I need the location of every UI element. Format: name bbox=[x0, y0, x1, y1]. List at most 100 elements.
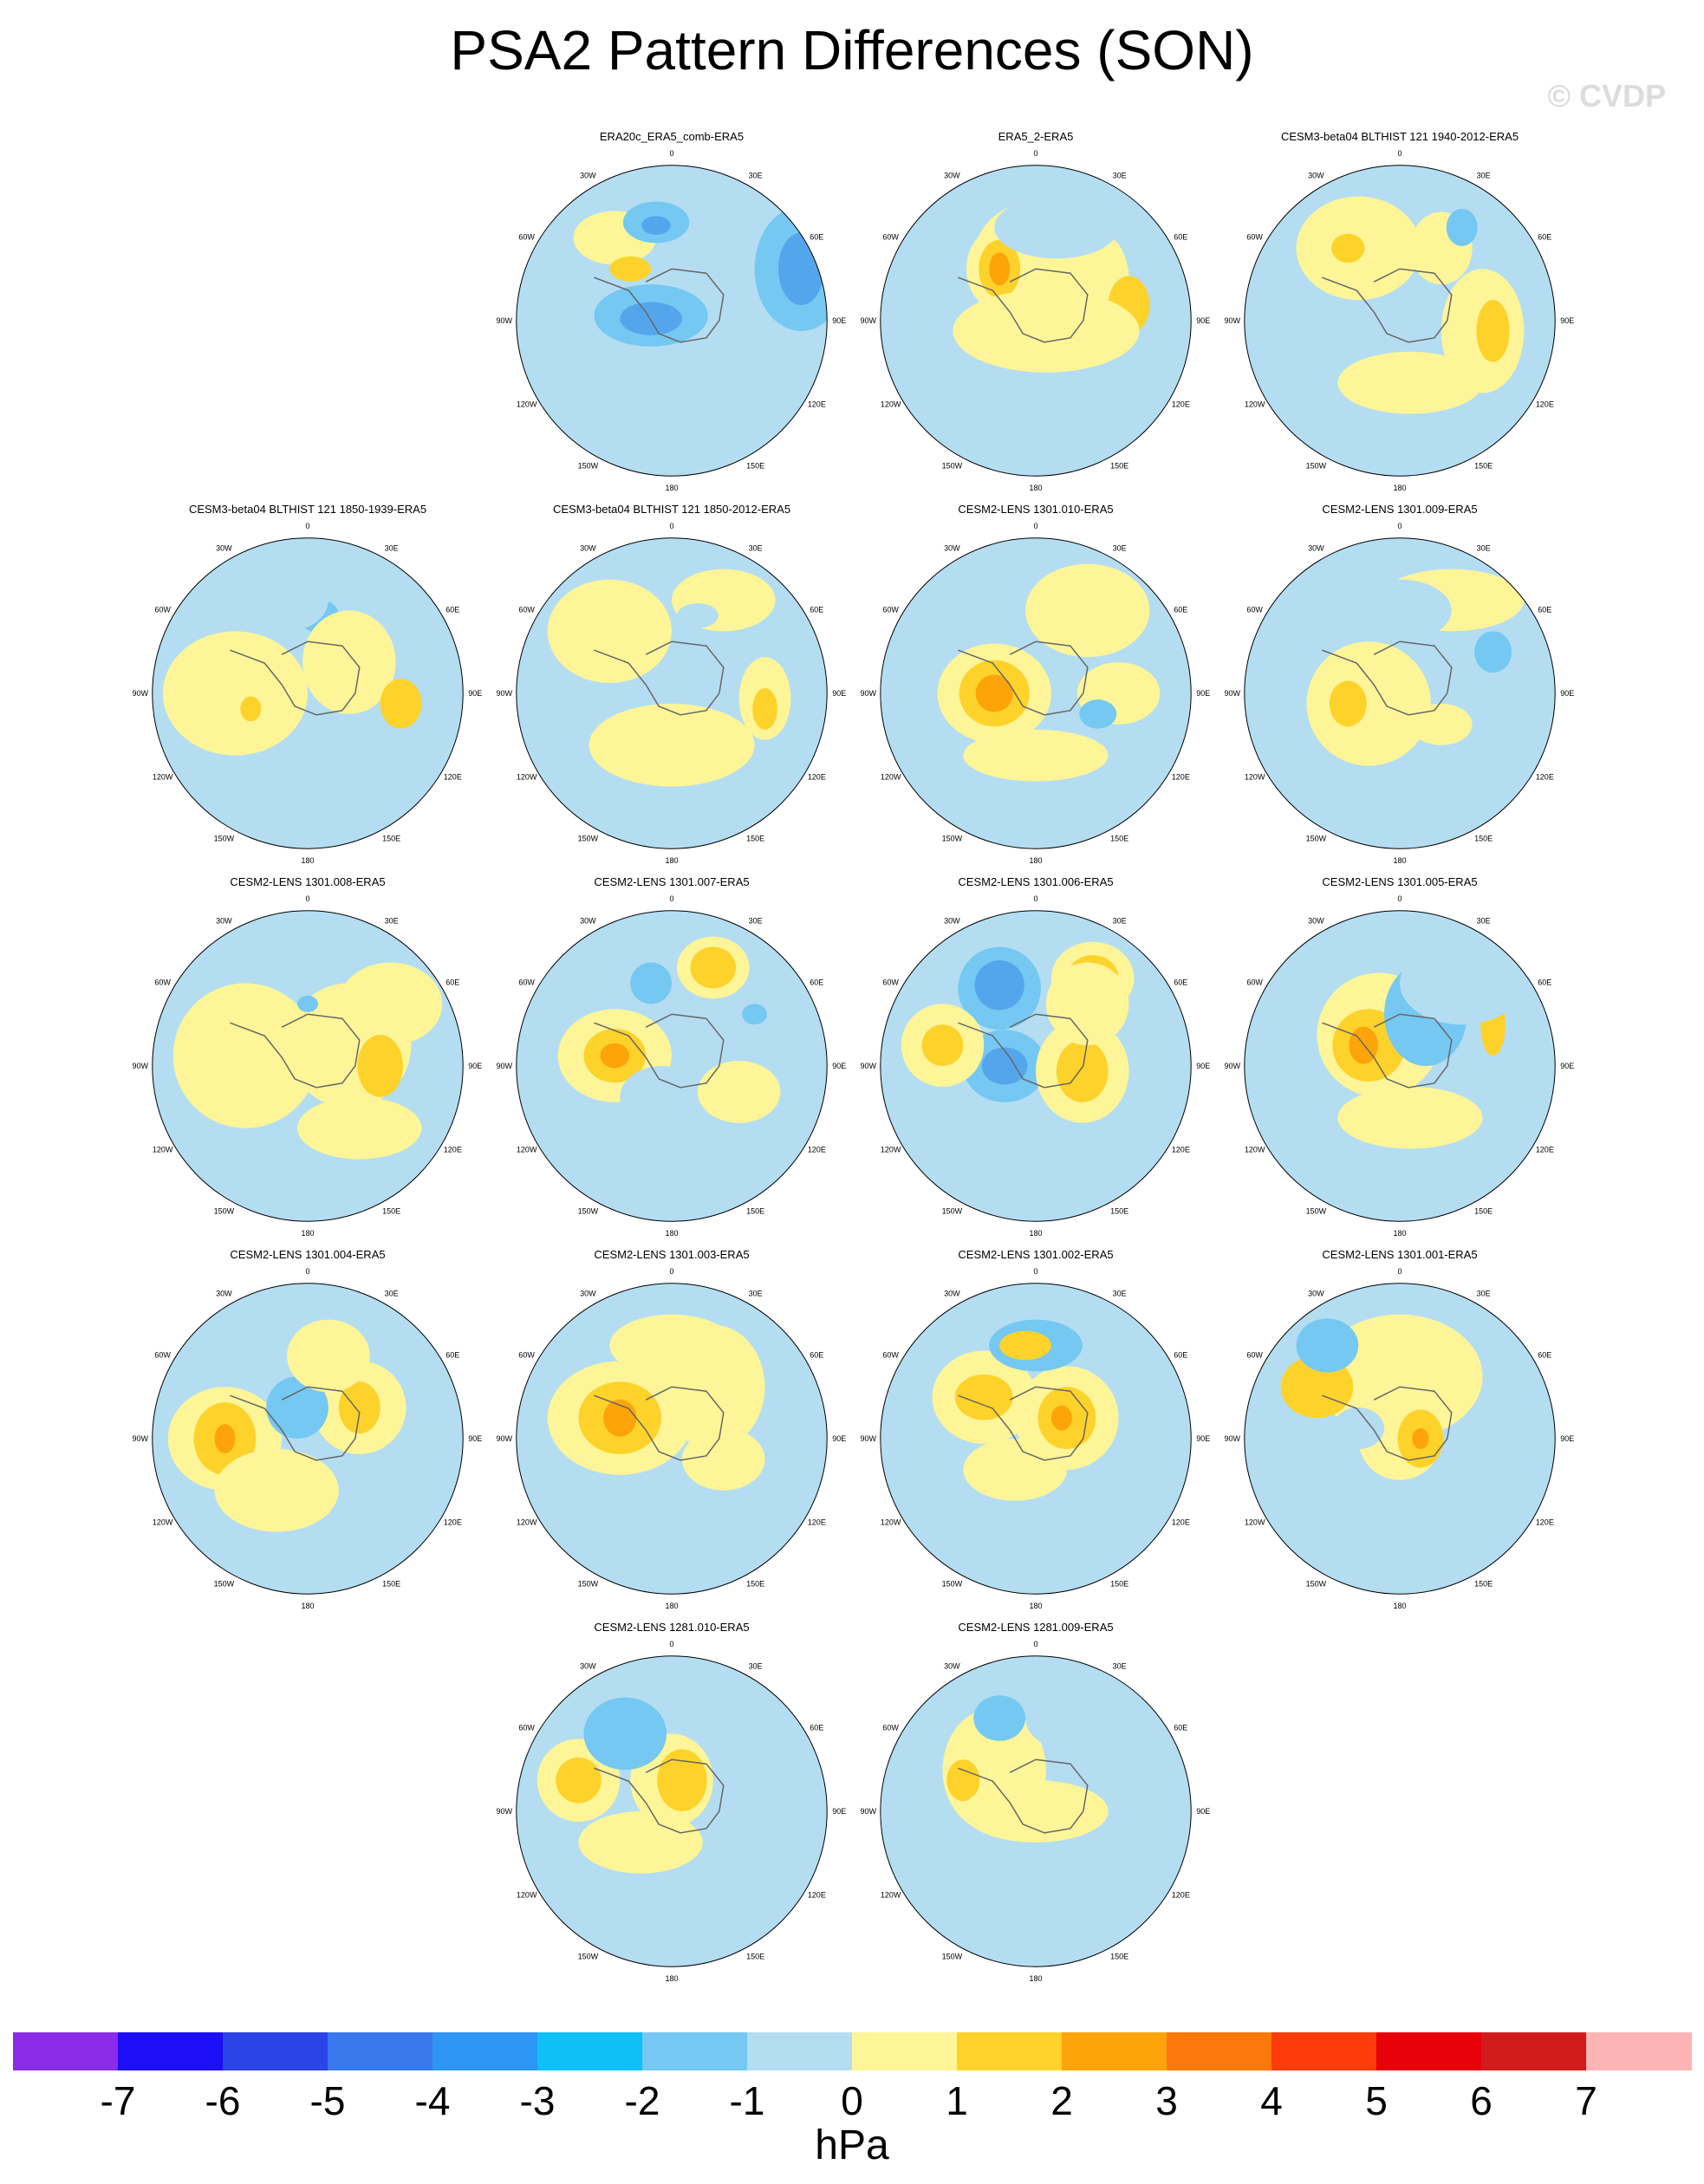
coastline bbox=[1322, 268, 1453, 343]
longitude-label: 60E bbox=[810, 1723, 823, 1732]
longitude-label: 90E bbox=[1560, 1434, 1574, 1443]
anomaly-contour bbox=[583, 1697, 667, 1771]
anomaly-contour bbox=[999, 1330, 1051, 1361]
polar-map: 0 30E 60E 90E 120E 150E 180 150W 120W 90W 60W 30W bbox=[861, 894, 1211, 1238]
longitude-label: 120W bbox=[517, 1146, 537, 1154]
longitude-label: 0 bbox=[669, 1267, 673, 1276]
longitude-label: 90E bbox=[1196, 1062, 1210, 1070]
anomaly-contour bbox=[1412, 1428, 1429, 1449]
polar-map: 0 30E 60E 90E 120E 150E 180 150W 120W 90W 60W 30W bbox=[497, 149, 847, 492]
longitude-label: 120E bbox=[808, 1518, 826, 1527]
colorbar-tick: 0 bbox=[841, 2078, 863, 2123]
colorbar bbox=[13, 2032, 1692, 2070]
map-panel: ERA20c_ERA5_comb-ERA5 0 30E 60E 90E 120E 150E 1… bbox=[490, 130, 854, 494]
longitude-label: 30W bbox=[580, 172, 596, 180]
panel-title: CESM2-LENS 1301.009-ERA5 bbox=[1322, 503, 1478, 516]
longitude-label: 150E bbox=[746, 461, 764, 470]
longitude-label: 180 bbox=[1029, 1229, 1042, 1238]
longitude-label: 30E bbox=[749, 1290, 763, 1298]
panel-title: CESM3-beta04 BLTHIST 121 1940-2012-ERA5 bbox=[1280, 130, 1519, 143]
polar-map: 0 30E 60E 90E 120E 150E 180 150W 120W 90W 60W 30W bbox=[497, 1640, 847, 1983]
longitude-label: 0 bbox=[669, 522, 673, 530]
coastline bbox=[594, 1386, 725, 1461]
longitude-label: 120E bbox=[1172, 773, 1190, 782]
longitude-label: 120W bbox=[881, 1891, 901, 1900]
coastline bbox=[230, 1013, 361, 1089]
longitude-label: 30E bbox=[749, 172, 763, 180]
colorbar-tick: -6 bbox=[205, 2078, 241, 2123]
longitude-label: 150E bbox=[1474, 1206, 1493, 1215]
longitude-label: 150W bbox=[1306, 1206, 1327, 1215]
longitude-label: 60W bbox=[518, 1350, 535, 1359]
colorbar-segment bbox=[1586, 2032, 1692, 2070]
longitude-label: 90W bbox=[1225, 1434, 1241, 1443]
watermark: © CVDP bbox=[1547, 78, 1666, 114]
polar-map: 0 30E 60E 90E 120E 150E 180 150W 120W 90W 60W 30W bbox=[1225, 1267, 1575, 1610]
longitude-label: 30W bbox=[580, 1290, 596, 1298]
anomaly-contour bbox=[1050, 1405, 1072, 1431]
anomaly-contour bbox=[600, 1043, 630, 1069]
longitude-label: 0 bbox=[305, 522, 309, 530]
longitude-label: 120W bbox=[517, 400, 537, 409]
longitude-label: 150E bbox=[1110, 461, 1128, 470]
map-boundary bbox=[152, 1283, 464, 1595]
longitude-label: 120W bbox=[153, 1518, 173, 1527]
colorbar-segment bbox=[1167, 2032, 1272, 2070]
longitude-label: 60W bbox=[1246, 605, 1263, 614]
longitude-label: 60W bbox=[154, 978, 171, 986]
longitude-label: 150W bbox=[942, 1579, 963, 1588]
polar-map: 0 30E 60E 90E 120E 150E 180 150W 120W 90W 60W 30W bbox=[133, 522, 483, 865]
anomaly-contour bbox=[921, 1024, 964, 1066]
anomaly-contour bbox=[1337, 1086, 1483, 1149]
anomaly-contour bbox=[973, 1695, 1026, 1741]
longitude-label: 90W bbox=[497, 1807, 513, 1816]
colorbar-segment bbox=[747, 2032, 853, 2070]
longitude-label: 30E bbox=[1113, 172, 1127, 180]
colorbar-segment bbox=[852, 2032, 958, 2070]
anomaly-background bbox=[516, 537, 828, 849]
anomaly-contour bbox=[214, 1424, 236, 1453]
longitude-label: 30W bbox=[944, 1662, 960, 1671]
map-panel: CESM3-beta04 BLTHIST 121 1850-1939-ERA5 0… bbox=[126, 503, 490, 867]
anomaly-contour bbox=[954, 1374, 1013, 1420]
map-boundary bbox=[1244, 537, 1556, 849]
longitude-label: 60W bbox=[518, 978, 535, 986]
anomaly-contour bbox=[297, 995, 318, 1012]
panel-title: CESM3-beta04 BLTHIST 121 1850-2012-ERA5 bbox=[552, 503, 791, 516]
longitude-label: 60E bbox=[1538, 232, 1551, 241]
longitude-label: 90W bbox=[861, 316, 877, 325]
colorbar-segment bbox=[1376, 2032, 1482, 2070]
longitude-label: 60E bbox=[1174, 1723, 1187, 1732]
longitude-label: 60E bbox=[1174, 1350, 1187, 1359]
longitude-label: 90E bbox=[832, 316, 846, 325]
longitude-label: 30W bbox=[216, 544, 232, 553]
longitude-label: 60W bbox=[1246, 1350, 1263, 1359]
longitude-label: 90W bbox=[497, 1062, 513, 1070]
longitude-label: 90W bbox=[861, 1434, 877, 1443]
longitude-label: 30W bbox=[580, 1662, 596, 1671]
anomaly-contour bbox=[1317, 1314, 1483, 1439]
longitude-label: 90W bbox=[133, 689, 149, 698]
anomaly-contour bbox=[620, 1066, 703, 1128]
colorbar-tick: -4 bbox=[414, 2078, 451, 2123]
longitude-label: 90E bbox=[1196, 1807, 1210, 1816]
map-boundary bbox=[880, 910, 1192, 1222]
coastline bbox=[594, 268, 725, 343]
map-panel: CESM2-LENS 1301.007-ERA5 0 30E 60E 90E 120E 15… bbox=[490, 875, 854, 1239]
longitude-label: 0 bbox=[1033, 522, 1037, 530]
anomaly-contour bbox=[1332, 1407, 1385, 1449]
anomaly-contour bbox=[547, 579, 672, 684]
map-panel: CESM2-LENS 1301.008-ERA5 0 30E 60E 90E 120E 15… bbox=[126, 875, 490, 1239]
anomaly-contour bbox=[681, 1428, 765, 1491]
longitude-label: 120E bbox=[444, 1518, 462, 1527]
colorbar-tick: 3 bbox=[1155, 2078, 1178, 2123]
map-panel: CESM3-beta04 BLTHIST 121 1850-2012-ERA5 0… bbox=[490, 503, 854, 867]
longitude-label: 90E bbox=[468, 689, 482, 698]
longitude-label: 90E bbox=[832, 1807, 846, 1816]
longitude-label: 60W bbox=[882, 605, 899, 614]
anomaly-background bbox=[1244, 165, 1556, 477]
longitude-label: 90W bbox=[1225, 1062, 1241, 1070]
polar-map: 0 30E 60E 90E 120E 150E 180 150W 120W 90W 60W 30W bbox=[861, 1267, 1211, 1610]
panel-title: CESM2-LENS 1301.010-ERA5 bbox=[958, 503, 1114, 516]
longitude-label: 60W bbox=[882, 232, 899, 241]
